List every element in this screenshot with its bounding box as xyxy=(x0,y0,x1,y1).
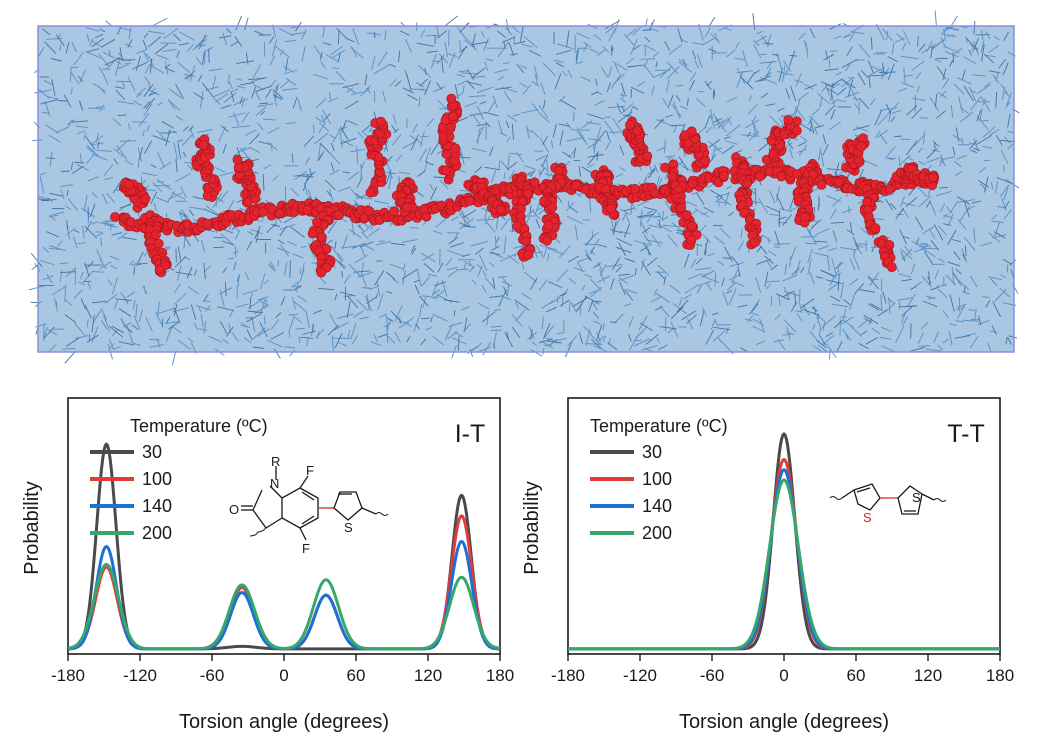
x-tick-label: -60 xyxy=(200,666,225,685)
series-lines xyxy=(67,442,501,651)
plot-frame xyxy=(567,397,1001,655)
series-line-100 xyxy=(567,457,1001,651)
x-tick-label: 120 xyxy=(414,666,442,685)
legend-label-30: 30 xyxy=(642,442,662,462)
legend-label-140: 140 xyxy=(642,496,672,516)
plot-frame xyxy=(67,397,501,655)
legend-label-140: 140 xyxy=(142,496,172,516)
x-tick-label: -120 xyxy=(623,666,657,685)
legend-label-100: 100 xyxy=(142,469,172,489)
legend-title: Temperature (ºC) xyxy=(130,416,268,436)
molecule-label-o: O xyxy=(229,502,239,517)
legend-title: Temperature (ºC) xyxy=(590,416,728,436)
series-lines xyxy=(567,432,1001,651)
legend: 30 100 140 200 xyxy=(590,442,672,543)
legend-label-30: 30 xyxy=(142,442,162,462)
molecule-label-r: R xyxy=(271,454,280,469)
chart-it-torsion: -180 -120 -60 0 60 120 180 Torsion angle (degr… xyxy=(21,397,514,733)
x-axis-ticks: -180 -120 -60 0 60 120 180 xyxy=(551,654,1014,685)
legend-label-100: 100 xyxy=(642,469,672,489)
molecule-label-s-left: S xyxy=(863,510,872,525)
y-axis-label: Probability xyxy=(521,481,543,574)
simulation-box-edge xyxy=(37,25,1015,353)
x-tick-label: 60 xyxy=(847,666,866,685)
x-tick-label: 0 xyxy=(279,666,288,685)
series-line-140 xyxy=(567,468,1001,651)
x-tick-label: 180 xyxy=(986,666,1014,685)
x-tick-label: 180 xyxy=(486,666,514,685)
molecule-label-n: N xyxy=(270,476,279,491)
x-axis-ticks: -180 -120 -60 0 60 120 180 xyxy=(51,654,514,685)
chart-tt-torsion: -180 -120 -60 0 60 120 180 Torsion angle (degr… xyxy=(521,397,1014,733)
solvent-strands-dark xyxy=(30,13,1020,364)
series-line-200 xyxy=(67,562,501,651)
legend: 30 100 140 200 xyxy=(90,442,172,543)
panel-label: I-T xyxy=(455,420,486,448)
series-line-30 xyxy=(567,432,1001,651)
panel-label: T-T xyxy=(947,420,985,448)
x-tick-label: -60 xyxy=(700,666,725,685)
x-tick-label: -180 xyxy=(51,666,85,685)
series-line-200 xyxy=(567,478,1001,651)
bithiophene-structure xyxy=(829,483,947,515)
molecule-label-s: S xyxy=(344,520,353,535)
x-axis-label: Torsion angle (degrees) xyxy=(679,711,889,733)
legend-label-200: 200 xyxy=(142,523,172,543)
y-axis-label: Probability xyxy=(21,481,43,574)
isoindigo-thiophene-structure xyxy=(241,466,389,541)
x-axis-label: Torsion angle (degrees) xyxy=(179,711,389,733)
x-tick-label: 120 xyxy=(914,666,942,685)
md-simulation-snapshot xyxy=(28,10,1020,366)
x-tick-label: 60 xyxy=(347,666,366,685)
series-line-100 xyxy=(67,514,501,651)
molecule-label-s-right: S xyxy=(912,490,921,505)
legend-label-200: 200 xyxy=(642,523,672,543)
x-tick-label: -180 xyxy=(551,666,585,685)
molecule-label-f-top: F xyxy=(306,463,314,478)
x-tick-label: 0 xyxy=(779,666,788,685)
series-line-30 xyxy=(67,442,501,651)
x-tick-label: -120 xyxy=(123,666,157,685)
polymer-chain xyxy=(110,93,940,278)
series-line-140 xyxy=(67,539,501,651)
molecule-label-f-bottom: F xyxy=(302,541,310,556)
